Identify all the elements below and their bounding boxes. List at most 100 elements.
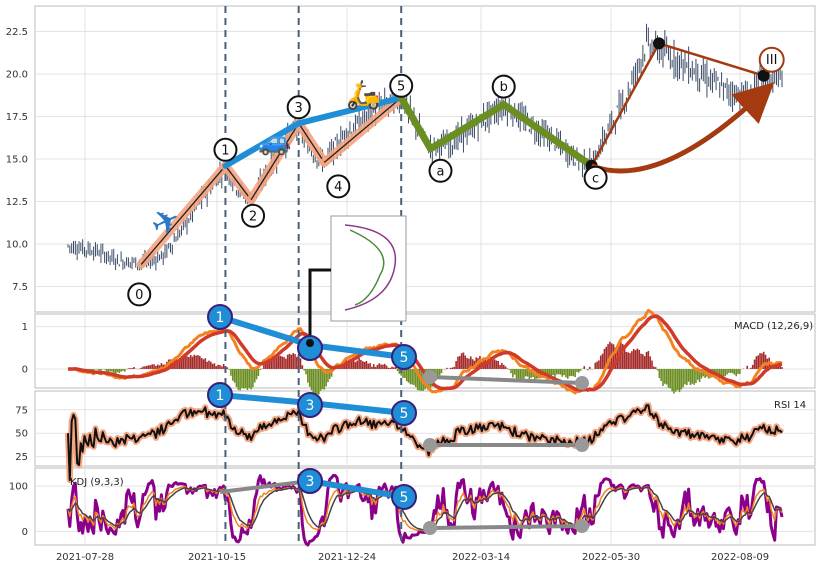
macd-badge-1: 1 bbox=[216, 310, 225, 326]
rsi-gray-div-dot2 bbox=[575, 438, 589, 452]
brown-line-peak-III bbox=[657, 42, 765, 77]
macd-gray-div-dot1 bbox=[423, 370, 437, 384]
kdj-badge-3: 3 bbox=[306, 474, 315, 490]
wave-1-2-core bbox=[224, 165, 252, 201]
inset-curve-purple bbox=[344, 224, 397, 311]
y-tick-price: 17.5 bbox=[6, 112, 28, 123]
rsi-badge-3: 3 bbox=[306, 398, 315, 414]
inset-image-frame bbox=[330, 215, 407, 322]
x-tick-label: 2022-05-30 bbox=[582, 552, 640, 563]
rsi-badge-1: 1 bbox=[216, 388, 225, 404]
kdj-gray-1-3 bbox=[219, 479, 311, 494]
y-tick-price: 15.0 bbox=[6, 155, 28, 166]
kdj-badge-5: 5 bbox=[400, 490, 409, 506]
wave-4-5-core bbox=[323, 97, 402, 163]
car-emoji: 🚙 bbox=[258, 127, 290, 157]
wave-label-III: III bbox=[766, 53, 778, 68]
x-tick-label: 2021-12-24 bbox=[318, 552, 376, 563]
rsi-badge-5: 5 bbox=[400, 406, 409, 422]
annotation-overlay: 0 1 2 3 4 5 a b c III 1 5 1 3 5 3 5 bbox=[127, 37, 785, 535]
wave-label-1: 1 bbox=[221, 143, 229, 158]
macd-badge-3-dot bbox=[306, 339, 314, 347]
y-tick-rsi: 50 bbox=[15, 429, 28, 440]
macd-panel bbox=[67, 308, 783, 396]
rsi-badge-3-circle bbox=[297, 392, 323, 418]
axis-labels: 2021-07-28 2021-10-15 2021-12-24 2022-03-14… bbox=[6, 27, 769, 563]
green-wave-b-c bbox=[500, 101, 596, 170]
macd-badge-5: 5 bbox=[400, 350, 409, 366]
macd-gray-div bbox=[428, 375, 584, 385]
y-tick-price: 10.0 bbox=[6, 240, 28, 251]
wave-label-circle bbox=[389, 73, 414, 98]
blue-wave-3-5 bbox=[295, 94, 405, 127]
inset-curve-green bbox=[349, 229, 385, 306]
macd-gray-div-dot2 bbox=[575, 376, 589, 390]
grid-lines bbox=[35, 6, 815, 545]
kdj-badge-5-circle bbox=[391, 484, 417, 510]
y-tick-rsi: 25 bbox=[15, 452, 28, 463]
wave-3-4-core bbox=[298, 122, 325, 163]
wave-label-5: 5 bbox=[397, 79, 405, 94]
x-tick-label: 2022-03-14 bbox=[452, 552, 510, 563]
wave-label-circle bbox=[583, 165, 608, 190]
green-wave-a-b bbox=[426, 101, 508, 153]
y-tick-macd: 1 bbox=[22, 322, 28, 333]
scooter-emoji: 🛵 bbox=[346, 78, 381, 111]
y-tick-kdj: 100 bbox=[9, 482, 28, 493]
macd-badge-3-circle bbox=[297, 335, 323, 361]
brown-line-c-peak bbox=[590, 42, 661, 168]
wave-label-circle bbox=[213, 137, 238, 162]
wave-2-3-core bbox=[250, 122, 300, 201]
y-tick-kdj: 0 bbox=[22, 527, 28, 538]
wave-label-circle bbox=[428, 158, 453, 183]
y-tick-macd: 0 bbox=[22, 364, 28, 375]
wave-label-a: a bbox=[437, 164, 445, 179]
peak-marker bbox=[653, 37, 665, 50]
rsi-badge-5-circle bbox=[391, 400, 417, 426]
wave-label-c: c bbox=[592, 171, 599, 186]
macd-div-3-5 bbox=[307, 342, 407, 360]
wave-label-circle bbox=[326, 174, 351, 199]
macd-div-1-3 bbox=[217, 314, 313, 348]
y-tick-price: 7.5 bbox=[12, 282, 28, 293]
x-tick-label: 2021-07-28 bbox=[56, 552, 114, 563]
kdj-badge-3-circle bbox=[297, 468, 323, 494]
wave-label-4: 4 bbox=[334, 180, 342, 195]
x-tick-label: 2022-08-09 bbox=[711, 552, 769, 563]
wave-label-circle bbox=[491, 74, 516, 99]
rsi-gray-div-dot1 bbox=[423, 438, 437, 452]
wave-label-b: b bbox=[500, 80, 508, 95]
rsi-div-1-3 bbox=[217, 392, 313, 406]
wave-0-1-core bbox=[140, 165, 226, 265]
kdj-gray-div-dot1 bbox=[423, 521, 437, 535]
wave-label-circle bbox=[758, 46, 785, 73]
macd-badge-5-circle bbox=[391, 344, 417, 370]
III-marker bbox=[757, 69, 770, 82]
macd-dif-line bbox=[67, 308, 783, 395]
kdj-div-3-5 bbox=[307, 478, 407, 500]
inset-connector bbox=[308, 268, 331, 340]
kdj-label: KDJ (9,3,3) bbox=[70, 477, 124, 488]
wave-label-circle bbox=[127, 282, 152, 307]
y-tick-price: 22.5 bbox=[6, 27, 28, 38]
kdj-gray-div-dot2 bbox=[575, 519, 589, 533]
green-wave-5-a bbox=[397, 94, 434, 153]
wave-label-0: 0 bbox=[135, 288, 143, 303]
y-tick-rsi: 75 bbox=[15, 405, 28, 416]
rsi-div-3-5 bbox=[307, 400, 407, 416]
macd-badge-1-circle bbox=[207, 304, 233, 330]
wave-label-3: 3 bbox=[295, 101, 303, 116]
kdj-gray-div bbox=[428, 524, 584, 530]
brown-arc-arrow bbox=[590, 82, 775, 174]
wave-label-2: 2 bbox=[249, 209, 257, 224]
y-tick-price: 12.5 bbox=[6, 197, 28, 208]
wave-label-circle bbox=[241, 203, 266, 228]
rsi-label: RSI 14 bbox=[774, 400, 806, 411]
x-tick-label: 2021-10-15 bbox=[188, 552, 246, 563]
y-tick-price: 20.0 bbox=[6, 70, 28, 81]
macd-label: MACD (12,26,9) bbox=[734, 321, 813, 332]
wave-label-circle bbox=[286, 95, 311, 120]
blue-wave-1-3 bbox=[222, 120, 302, 169]
rsi-badge-1-circle bbox=[207, 382, 233, 408]
